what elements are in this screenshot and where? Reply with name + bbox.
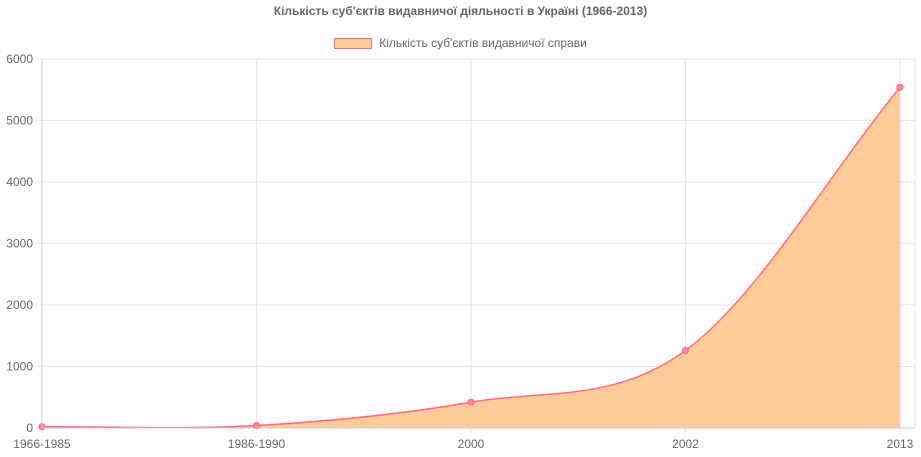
data-point[interactable] xyxy=(252,421,261,430)
series-line xyxy=(41,86,901,429)
y-tick-label: 3000 xyxy=(6,237,33,251)
legend-swatch[interactable] xyxy=(334,37,373,49)
y-tick-label: 5000 xyxy=(6,114,33,128)
x-tick-label: 1986-1990 xyxy=(228,437,286,451)
area-layer xyxy=(41,86,901,429)
x-tick-label: 2013 xyxy=(887,437,914,451)
y-tick-label: 1000 xyxy=(6,360,33,374)
data-point[interactable] xyxy=(896,83,904,91)
point-layer xyxy=(38,83,904,431)
data-point[interactable] xyxy=(467,398,475,406)
y-tick-label: 2000 xyxy=(6,298,33,312)
chart-title: Кількість суб'єктів видавничої діяльност… xyxy=(273,4,648,18)
y-tick-label: 4000 xyxy=(6,175,33,189)
y-tick-label: 0 xyxy=(26,421,33,435)
legend[interactable]: Кількість суб'єктів видавничої справи xyxy=(0,36,921,50)
series-area xyxy=(42,87,900,428)
x-tick-label: 2002 xyxy=(672,437,699,451)
data-point[interactable] xyxy=(681,346,690,355)
axes: 0 1000 2000 3000 4000 5000 6000 1966-1985 1986-1… xyxy=(6,52,915,451)
y-tick-label: 6000 xyxy=(6,52,33,66)
x-tick-label: 1966-1985 xyxy=(13,437,71,451)
x-tick-label: 2000 xyxy=(458,437,485,451)
legend-label[interactable]: Кількість суб'єктів видавничої справи xyxy=(379,36,587,50)
